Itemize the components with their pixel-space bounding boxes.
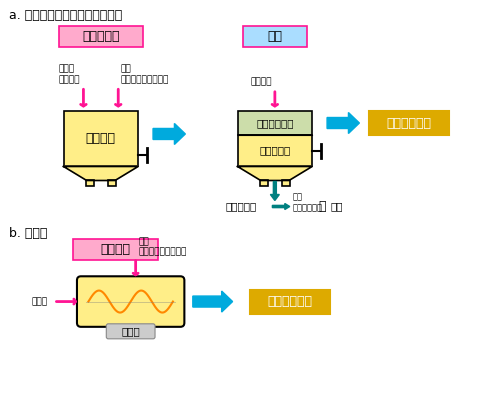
Bar	[86, 181, 94, 187]
Text: ニートソープ: ニートソープ	[268, 295, 312, 308]
Text: 脂肪酸: 脂肪酸	[31, 297, 48, 306]
FancyBboxPatch shape	[74, 239, 158, 260]
FancyArrow shape	[193, 291, 232, 312]
Bar	[238, 135, 312, 166]
Polygon shape	[238, 166, 312, 181]
Text: 回収: 回収	[330, 202, 343, 212]
Text: けん化反応: けん化反応	[82, 30, 120, 43]
Text: ニートソープ: ニートソープ	[256, 118, 294, 128]
Text: 石けん甘水: 石けん甘水	[225, 202, 256, 212]
Text: 中和反応: 中和反応	[101, 243, 131, 256]
FancyBboxPatch shape	[242, 26, 307, 47]
Text: 塩析: 塩析	[268, 30, 282, 43]
FancyBboxPatch shape	[77, 276, 184, 327]
FancyArrow shape	[327, 112, 360, 133]
Text: 石けん甘水: 石けん甘水	[259, 145, 290, 156]
Polygon shape	[64, 166, 138, 181]
Text: 反応機: 反応機	[122, 326, 140, 337]
Text: a. 釜だき製法（けん化塩析法）: a. 釜だき製法（けん化塩析法）	[9, 9, 122, 22]
Bar	[108, 181, 116, 187]
FancyArrow shape	[270, 181, 280, 201]
Bar	[282, 181, 290, 187]
Text: ・塩
・グリセリン: ・塩 ・グリセリン	[292, 193, 322, 212]
Bar	[260, 181, 268, 187]
Text: ・水
・水酸化ナトリウム: ・水 ・水酸化ナトリウム	[138, 237, 186, 256]
FancyBboxPatch shape	[250, 289, 330, 314]
FancyBboxPatch shape	[370, 111, 449, 135]
FancyBboxPatch shape	[106, 324, 155, 339]
FancyArrow shape	[272, 204, 290, 210]
Text: ニートソープ: ニートソープ	[386, 116, 432, 129]
Text: ・水
・水酸化ナトリウム: ・水 ・水酸化ナトリウム	[120, 64, 169, 84]
Text: 加熱撹拌: 加熱撹拌	[86, 133, 116, 145]
Text: b. 中和法: b. 中和法	[9, 226, 47, 239]
Bar	[64, 112, 138, 166]
Text: 〕: 〕	[318, 200, 326, 213]
FancyArrow shape	[153, 123, 186, 144]
Bar	[238, 112, 312, 135]
Text: ・食塩水: ・食塩水	[250, 77, 272, 86]
FancyBboxPatch shape	[58, 26, 143, 47]
Text: ・牛脂
・ヤシ油: ・牛脂 ・ヤシ油	[58, 64, 80, 84]
